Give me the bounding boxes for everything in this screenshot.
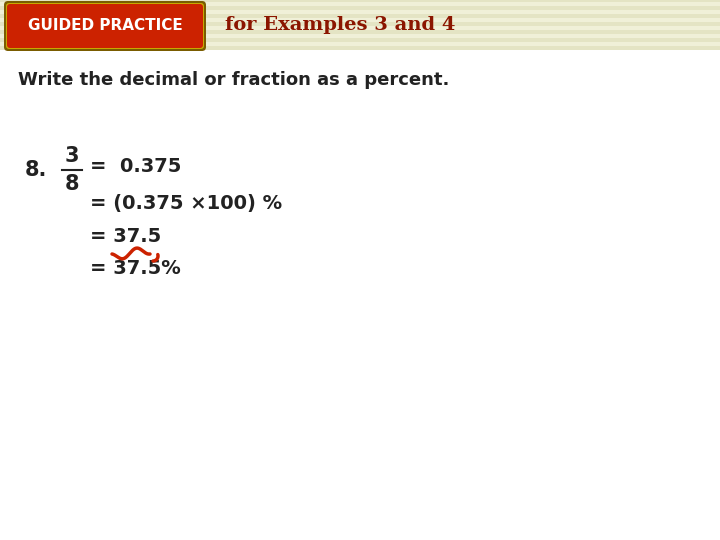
Bar bbox=[0, 6, 720, 10]
Text: Write the decimal or fraction as a percent.: Write the decimal or fraction as a perce… bbox=[18, 71, 449, 89]
Bar bbox=[0, 22, 720, 26]
Text: 8.: 8. bbox=[25, 160, 48, 180]
Bar bbox=[0, 46, 720, 50]
FancyBboxPatch shape bbox=[4, 1, 206, 51]
Bar bbox=[0, 38, 720, 42]
FancyBboxPatch shape bbox=[6, 3, 204, 49]
Text: for Examples 3 and 4: for Examples 3 and 4 bbox=[225, 16, 455, 34]
Text: = 37.5: = 37.5 bbox=[90, 226, 161, 246]
Text: = (0.375 ×100) %: = (0.375 ×100) % bbox=[90, 193, 282, 213]
FancyBboxPatch shape bbox=[7, 4, 203, 48]
Text: 3: 3 bbox=[65, 146, 79, 166]
Text: =  0.375: = 0.375 bbox=[90, 158, 181, 177]
Text: GUIDED PRACTICE: GUIDED PRACTICE bbox=[27, 18, 182, 33]
Bar bbox=[0, 0, 720, 2]
Bar bbox=[0, 0, 720, 50]
Bar bbox=[0, 30, 720, 34]
Bar bbox=[0, 14, 720, 18]
Text: 8: 8 bbox=[65, 174, 79, 194]
Text: = 37.5%: = 37.5% bbox=[90, 260, 181, 279]
